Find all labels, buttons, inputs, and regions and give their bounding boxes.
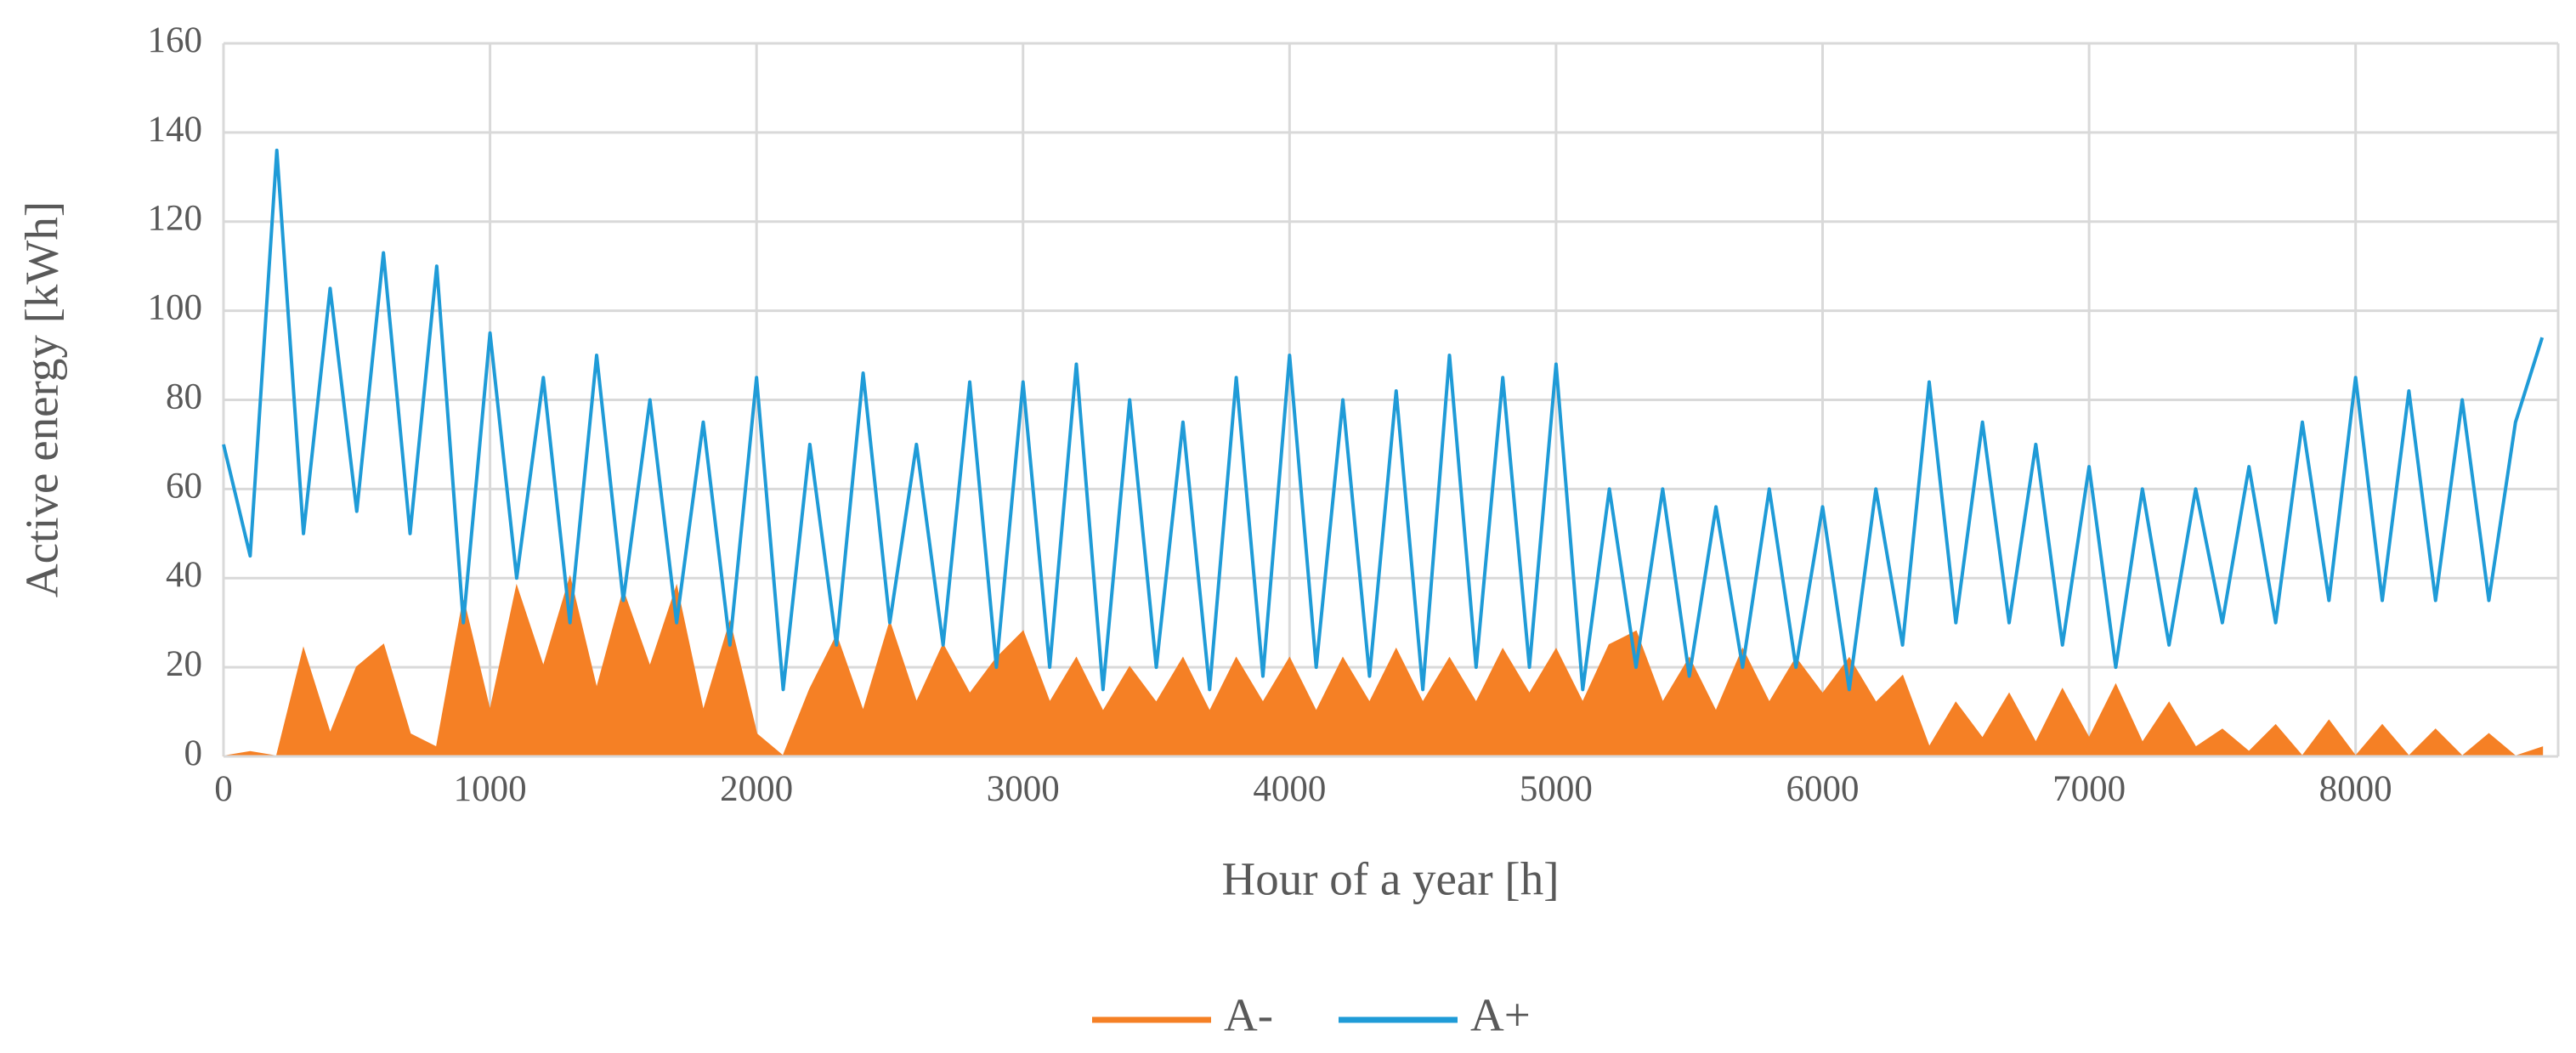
- y-tick-label: 80: [166, 376, 202, 416]
- area: [223, 575, 2544, 758]
- x-tick-label: 5000: [1520, 769, 1593, 809]
- x-tick-label: 4000: [1253, 769, 1326, 809]
- y-tick-label: 20: [166, 644, 202, 684]
- x-tick-label: 7000: [2052, 769, 2126, 809]
- x-tick-label: 6000: [1786, 769, 1860, 809]
- x-axis-title: Hour of a year [h]: [1221, 853, 1559, 905]
- x-tick-label: 1000: [454, 769, 527, 809]
- y-tick-label: 40: [166, 555, 202, 595]
- x-tick-label: 0: [214, 769, 233, 809]
- y-tick-label: 0: [184, 733, 203, 773]
- y-tick-label: 140: [148, 110, 203, 150]
- legend-label: A-: [1224, 989, 1273, 1041]
- y-tick-label: 60: [166, 466, 202, 506]
- x-tick-label: 8000: [2319, 769, 2392, 809]
- legend-label: A+: [1470, 989, 1531, 1041]
- y-axis-title: Active energy [kWh]: [16, 201, 68, 597]
- x-tick-label: 2000: [720, 769, 793, 809]
- y-tick-label: 120: [148, 199, 203, 239]
- y-tick-label: 100: [148, 288, 203, 328]
- x-tick-label: 3000: [987, 769, 1060, 809]
- y-tick-label: 160: [148, 20, 203, 60]
- line: [222, 148, 2545, 692]
